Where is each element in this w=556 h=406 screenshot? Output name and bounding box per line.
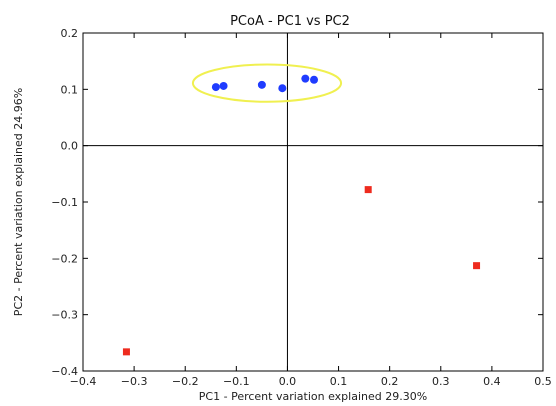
- y-axis-title: PC2 - Percent variation explained 24.96%: [12, 88, 25, 316]
- y-tick-label: −0.2: [51, 252, 78, 265]
- x-tick-label: 0.1: [330, 375, 348, 388]
- x-tick-label: 0.5: [534, 375, 552, 388]
- y-tick-label: −0.4: [51, 365, 78, 378]
- x-axis-title: PC1 - Percent variation explained 29.30%: [199, 390, 427, 403]
- x-tick-label: 0.2: [381, 375, 399, 388]
- x-tick-label: −0.1: [223, 375, 250, 388]
- x-tick-label: 0.0: [279, 375, 297, 388]
- data-points: [122, 74, 481, 356]
- zero-lines: [83, 33, 543, 371]
- y-tick-label: 0.2: [61, 27, 79, 40]
- x-tick-label: 0.4: [483, 375, 501, 388]
- data-point-square: [122, 348, 130, 356]
- data-point-circle: [301, 74, 310, 83]
- plot-frame: [82, 32, 544, 372]
- highlight-layer: [191, 63, 343, 103]
- data-point-circle: [257, 80, 266, 89]
- data-point-square: [364, 186, 372, 194]
- data-point-circle: [211, 83, 220, 92]
- data-point-circle: [310, 75, 319, 84]
- x-tick-label: −0.3: [121, 375, 148, 388]
- data-point-circle: [278, 84, 287, 93]
- highlight-ellipse: [191, 63, 343, 103]
- data-point-circle: [219, 81, 228, 90]
- x-tick-label: −0.4: [70, 375, 97, 388]
- axis-ticks: −0.4 −0.3 −0.2 −0.1 0.0 0.1 0.2 0.3 0.4 0.5 −0.4 −0…: [51, 27, 551, 388]
- y-tick-label: 0.1: [61, 83, 79, 96]
- data-point-square: [473, 262, 481, 270]
- y-tick-label: −0.1: [51, 196, 78, 209]
- y-tick-label: −0.3: [51, 309, 78, 322]
- x-tick-label: −0.2: [172, 375, 199, 388]
- y-tick-label: 0.0: [61, 140, 79, 153]
- x-tick-label: 0.3: [432, 375, 450, 388]
- chart-title: PCoA - PC1 vs PC2: [230, 14, 350, 29]
